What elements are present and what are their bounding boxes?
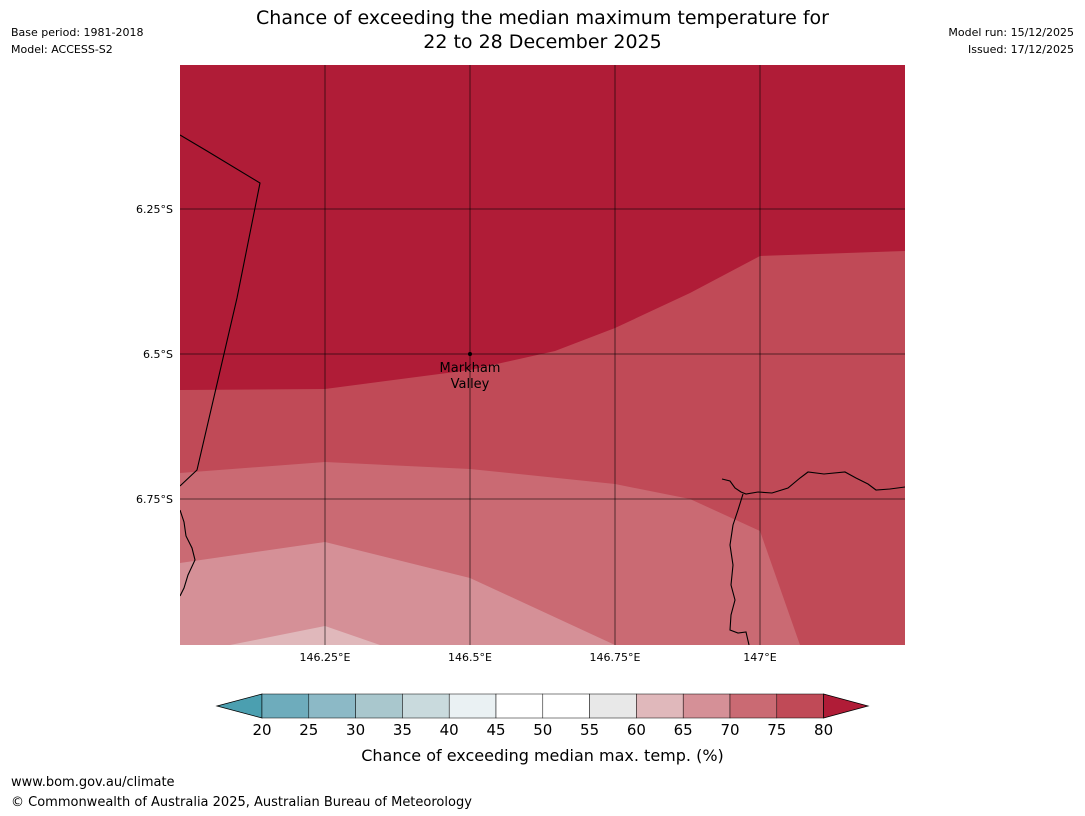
colorbar-segment bbox=[589, 693, 637, 719]
colorbar-extend-low bbox=[215, 693, 263, 719]
colorbar-tick-label: 40 bbox=[440, 721, 459, 739]
colorbar-segment bbox=[682, 693, 731, 719]
place-label-line1: Markham bbox=[440, 361, 501, 376]
lon-label-146-75: 146.75°E bbox=[590, 651, 641, 664]
colorbar-segment bbox=[776, 693, 824, 719]
colorbar-segment bbox=[402, 693, 450, 719]
band-60-65 bbox=[230, 626, 380, 645]
colorbar-tick-label: 55 bbox=[580, 721, 599, 739]
colorbar-tick-label: 50 bbox=[533, 721, 552, 739]
title-line-1: Chance of exceeding the median maximum t… bbox=[256, 7, 829, 29]
colorbar-segment bbox=[495, 693, 544, 719]
location-marker bbox=[468, 352, 472, 356]
band-65-70 bbox=[180, 542, 615, 645]
colorbar-extend-high bbox=[823, 693, 870, 719]
colorbar-tick-label: 65 bbox=[674, 721, 693, 739]
colorbar-tick-label: 45 bbox=[486, 721, 505, 739]
colorbar-segment bbox=[355, 693, 403, 719]
place-label-line2: Valley bbox=[451, 377, 490, 392]
colorbar-segment bbox=[729, 693, 778, 719]
colorbar-segment bbox=[308, 693, 356, 719]
colorbar-tick-label: 60 bbox=[627, 721, 646, 739]
footer-url[interactable]: www.bom.gov.au/climate bbox=[11, 775, 175, 790]
model-run-text: Model run: 15/12/2025 bbox=[948, 26, 1074, 39]
coastline-huon-gulf bbox=[721, 471, 905, 495]
colorbar-tick-label: 25 bbox=[299, 721, 318, 739]
colorbar-segment bbox=[636, 693, 684, 719]
lat-label-6-25: 6.25°S bbox=[136, 203, 173, 216]
page-title: Chance of exceeding the median maximum t… bbox=[0, 6, 1085, 54]
forecast-map[interactable]: Markham Valley bbox=[180, 65, 905, 645]
coastline-southwest bbox=[180, 509, 196, 597]
lon-label-146-25: 146.25°E bbox=[300, 651, 351, 664]
colorbar-tick-label: 70 bbox=[720, 721, 739, 739]
colorbar-label: Chance of exceeding median max. temp. (%… bbox=[361, 746, 724, 765]
colorbar-tick-label: 75 bbox=[767, 721, 786, 739]
colorbar: 20 25 30 35 40 45 50 55 60 65 70 75 80 bbox=[215, 693, 870, 739]
footer-copyright: © Commonwealth of Australia 2025, Austra… bbox=[11, 795, 472, 810]
model-text: Model: ACCESS-S2 bbox=[11, 43, 113, 56]
title-line-2: 22 to 28 December 2025 bbox=[423, 31, 662, 53]
colorbar-tick-label: 35 bbox=[393, 721, 412, 739]
issued-text: Issued: 17/12/2025 bbox=[967, 43, 1074, 56]
graticule bbox=[180, 65, 905, 645]
coastline-east bbox=[729, 493, 750, 645]
colorbar-tick-label: 20 bbox=[252, 721, 271, 739]
colorbar-tick-label: 30 bbox=[346, 721, 365, 739]
colorbar-tick-label: 80 bbox=[814, 721, 833, 739]
colorbar-segment bbox=[448, 693, 497, 719]
border-line-west bbox=[180, 134, 261, 487]
lon-label-147: 147°E bbox=[743, 651, 776, 664]
colorbar-segment bbox=[542, 693, 590, 719]
colorbar-segment bbox=[261, 693, 310, 719]
lat-label-6-75: 6.75°S bbox=[136, 493, 173, 506]
lat-label-6-5: 6.5°S bbox=[143, 348, 173, 361]
lon-label-146-5: 146.5°E bbox=[448, 651, 492, 664]
base-period-text: Base period: 1981-2018 bbox=[11, 26, 144, 39]
